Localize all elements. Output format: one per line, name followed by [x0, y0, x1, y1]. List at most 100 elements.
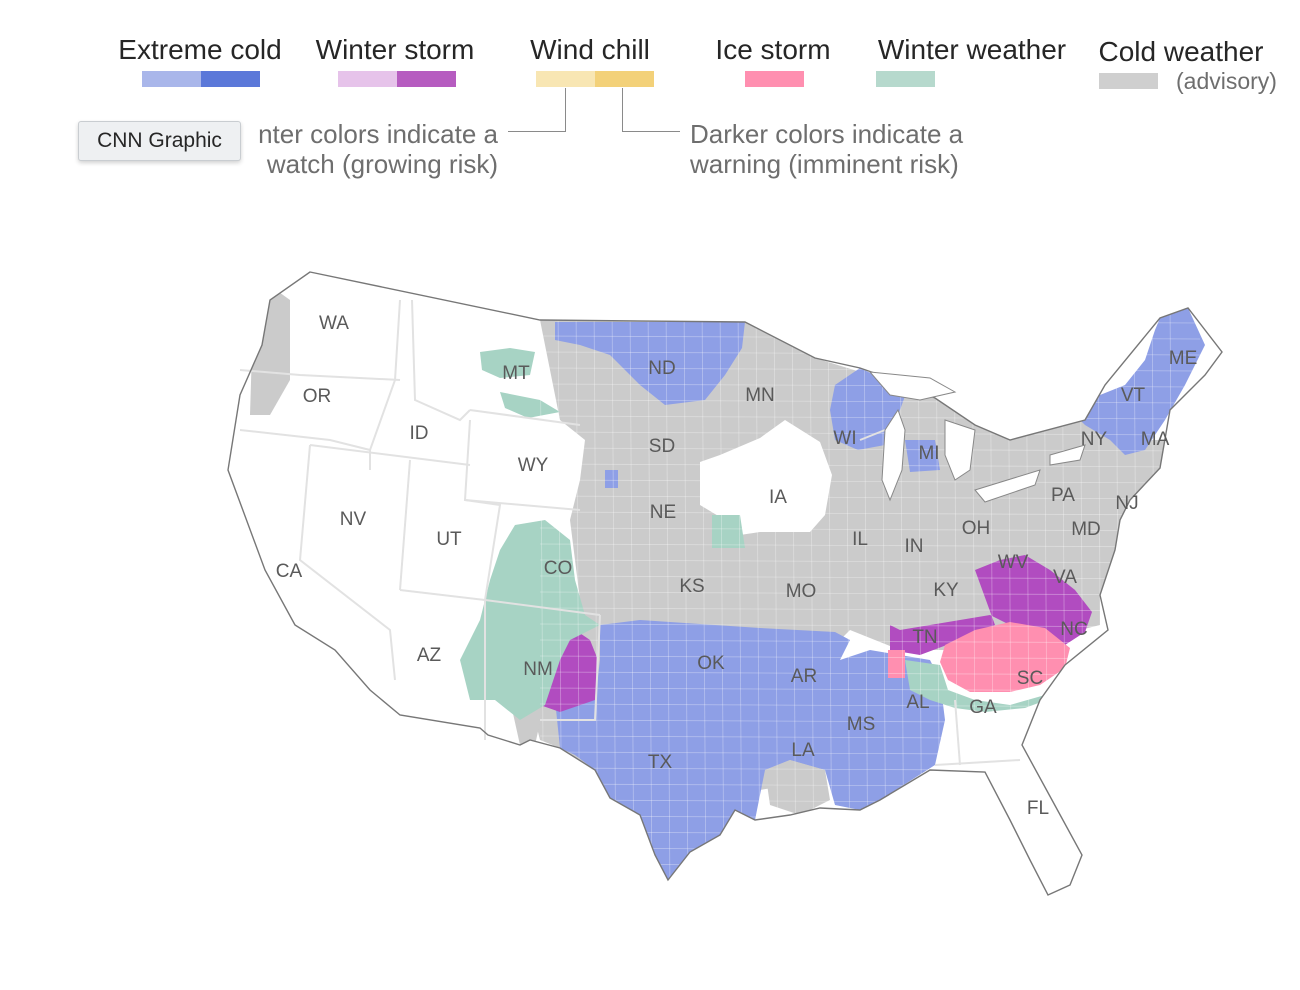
state-label-in: IN: [905, 536, 924, 557]
state-labels: WA OR CA ID NV UT AZ MT WY CO NM ND SD N…: [276, 313, 1197, 819]
leader-line-warning-vertical: [622, 88, 623, 132]
leader-line-watch-vertical: [565, 88, 566, 132]
warning-note: Darker colors indicate a warning (immine…: [690, 119, 963, 179]
state-label-nv: NV: [340, 509, 367, 530]
great-lakes: [868, 371, 1086, 503]
state-label-md: MD: [1071, 519, 1101, 540]
legend-swatch-cold-weather: [1099, 73, 1158, 89]
lake-superior: [868, 371, 957, 401]
legend-label-winter-weather: Winter weather: [877, 34, 1067, 65]
state-label-ky: KY: [933, 580, 959, 601]
state-label-ny: NY: [1081, 429, 1108, 450]
region-extreme-cold-new-england: [1075, 308, 1205, 455]
state-label-nc: NC: [1060, 619, 1087, 640]
legend-swatch-ice-storm: [745, 71, 804, 87]
state-label-ca: CA: [276, 561, 303, 582]
border-mi-wi: [859, 429, 886, 441]
lake-michigan: [881, 408, 906, 502]
state-label-wy: WY: [518, 455, 549, 476]
leader-line-watch-horizontal: [508, 131, 566, 132]
state-label-id: ID: [410, 423, 429, 444]
state-label-ia: IA: [769, 487, 787, 508]
state-label-fl: FL: [1027, 798, 1049, 819]
region-winter-weather-montana: [480, 348, 535, 378]
legend-label-winter-storm: Winter storm: [315, 34, 475, 65]
state-label-oh: OH: [962, 518, 991, 539]
legend-sublabel-advisory: (advisory): [1176, 68, 1277, 94]
legend-label-ice-storm: Ice storm: [715, 34, 831, 65]
border-id-south: [309, 444, 471, 466]
state-label-az: AZ: [417, 645, 442, 666]
state-label-ma: MA: [1141, 429, 1170, 450]
state-label-il: IL: [852, 529, 868, 550]
state-label-nd: ND: [648, 358, 675, 379]
region-winter-weather-nebraska: [712, 515, 745, 548]
state-label-ms: MS: [847, 714, 876, 735]
state-label-al: AL: [906, 692, 929, 713]
state-label-co: CO: [544, 558, 573, 579]
state-label-mo: MO: [786, 581, 817, 602]
state-label-or: OR: [303, 386, 332, 407]
state-label-ga: GA: [969, 697, 997, 718]
region-no-alert-iowa: [700, 420, 832, 535]
lake-huron: [944, 419, 976, 481]
leader-line-warning-horizontal: [622, 131, 680, 132]
state-label-mn: MN: [745, 385, 775, 406]
state-label-wv: WV: [998, 552, 1029, 573]
state-label-ks: KS: [679, 576, 704, 597]
watch-note-line-2: watch (growing risk): [266, 149, 498, 179]
state-label-wa: WA: [319, 313, 349, 334]
warning-note-line-2: warning (imminent risk): [690, 149, 959, 179]
state-label-mt: MT: [502, 363, 530, 384]
legend-label-wind-chill: Wind chill: [530, 34, 650, 65]
border-ga-al: [954, 699, 961, 766]
state-label-mi: MI: [918, 443, 939, 464]
legend-swatch-wind-chill-warning: [595, 71, 654, 87]
region-extreme-cold-sd-spot: [605, 470, 618, 488]
state-label-nm: NM: [523, 659, 553, 680]
cnn-graphic-tooltip: CNN Graphic: [78, 121, 241, 161]
legend-swatch-winter-storm-warning: [397, 71, 456, 87]
region-cold-weather-louisiana: [765, 760, 830, 815]
state-borders: [239, 299, 1021, 766]
border-nv-ut: [399, 459, 411, 591]
region-winter-weather-montana-south: [500, 392, 560, 418]
legend-swatch-extreme-cold-warning: [201, 71, 260, 87]
us-outline: [227, 271, 1223, 896]
legend-swatch-extreme-cold-watch: [142, 71, 201, 87]
border-co-nm: [484, 599, 601, 616]
alert-regions: [228, 272, 1222, 895]
border-id-mt: [411, 299, 471, 422]
legend-item-winter-storm: Winter storm: [305, 34, 485, 66]
border-or-ca: [239, 429, 371, 451]
region-extreme-cold-michigan: [905, 440, 940, 472]
border-wy-co: [464, 499, 581, 511]
region-winter-weather-colorado: [460, 520, 600, 720]
state-label-tx: TX: [648, 752, 673, 773]
border-id-west: [369, 299, 401, 470]
state-label-nj: NJ: [1115, 493, 1138, 514]
border-nm-tx: [540, 614, 601, 721]
legend-item-cold-weather: Cold weather: [1086, 36, 1276, 68]
state-label-pa: PA: [1051, 485, 1075, 506]
state-label-vt: VT: [1121, 385, 1146, 406]
state-label-ar: AR: [791, 666, 817, 687]
legend-item-wind-chill: Wind chill: [505, 34, 675, 66]
watch-note-line-1: nter colors indicate a: [258, 119, 498, 149]
warning-note-line-1: Darker colors indicate a: [690, 119, 964, 149]
state-label-sd: SD: [649, 436, 675, 457]
state-label-wi: WI: [833, 428, 856, 449]
legend-label-extreme-cold: Extreme cold: [118, 34, 282, 65]
state-label-sc: SC: [1017, 668, 1043, 689]
legend-item-extreme-cold: Extreme cold: [110, 34, 290, 66]
state-label-ut: UT: [436, 529, 462, 550]
lake-erie: [974, 469, 1041, 503]
region-extreme-cold-south-central: [555, 620, 945, 880]
border-ca-nv: [298, 444, 396, 681]
state-label-ne: NE: [650, 502, 676, 523]
border-mt-wy: [469, 409, 581, 426]
legend-swatch-winter-storm-watch: [338, 71, 397, 87]
state-label-va: VA: [1053, 567, 1077, 588]
